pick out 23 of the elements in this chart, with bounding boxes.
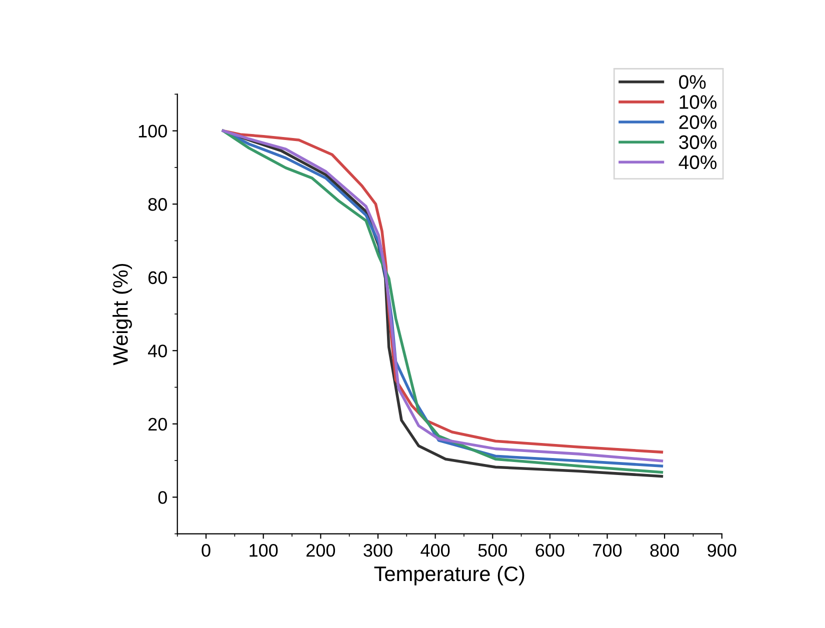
y-axis-title: Weight (%) [112, 264, 132, 366]
y-tick-label: 100 [138, 124, 167, 138]
legend-label: 0% [679, 75, 706, 89]
legend-label: 10% [680, 95, 717, 109]
x-axis-title: Temperature (C) [374, 566, 524, 586]
y-tick-label: 80 [148, 198, 167, 211]
legend-label: 20% [679, 115, 717, 130]
x-tick-label: 900 [708, 544, 736, 557]
legend-label: 40% [678, 155, 717, 170]
x-tick-label: 200 [306, 544, 336, 557]
x-tick-label: 800 [650, 544, 679, 557]
y-tick-label: 20 [148, 418, 167, 431]
x-tick-label: 0 [202, 544, 210, 557]
y-tick-label: 60 [148, 271, 167, 284]
x-tick-label: 600 [536, 544, 564, 557]
y-tick-label: 40 [148, 344, 167, 358]
x-tick-label: 700 [593, 544, 622, 557]
x-tick-label: 100 [250, 544, 278, 557]
y-tick-label: 0 [158, 491, 167, 504]
x-tick-label: 400 [420, 544, 450, 557]
x-tick-label: 500 [478, 544, 507, 557]
x-tick-label: 300 [364, 544, 392, 557]
legend-label: 30% [679, 135, 717, 150]
